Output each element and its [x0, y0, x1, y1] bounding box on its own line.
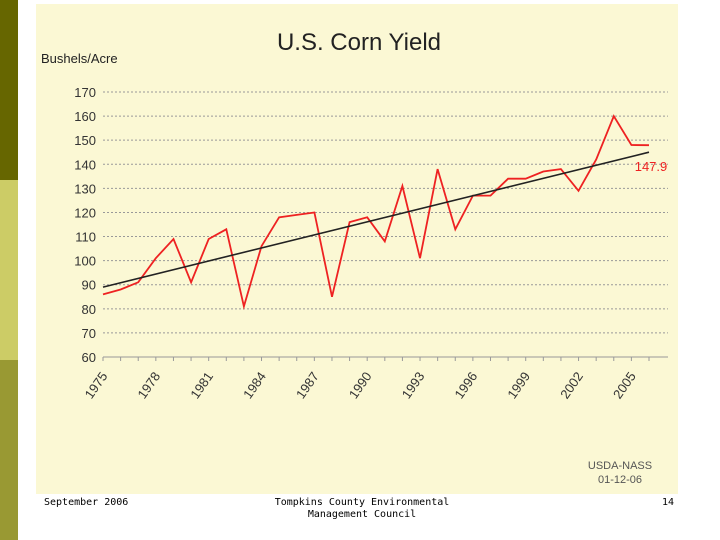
y-tick-label: 170	[74, 85, 96, 100]
y-axis-label: Bushels/Acre	[41, 51, 118, 66]
x-tick-label: 2002	[557, 369, 586, 401]
chart: U.S. Corn Yield Bushels/Acre 60 70 80 90 100…	[41, 29, 668, 486]
y-tick-label: 130	[74, 181, 96, 196]
chart-panel: U.S. Corn Yield Bushels/Acre 60 70 80 90 100…	[36, 4, 678, 494]
y-tick-label: 60	[82, 350, 96, 365]
left-accent-bar-middle	[0, 180, 18, 360]
x-tick-label: 1975	[82, 369, 111, 401]
footer-org-line1: Tompkins County Environmental	[274, 497, 450, 508]
yield-series-line	[102, 114, 650, 310]
footer-org-line2: Management Council	[307, 509, 417, 520]
footer-organization: Tompkins County Environmental Management…	[262, 497, 462, 521]
y-tick-label: 80	[82, 302, 96, 317]
x-tick-label: 2005	[610, 369, 639, 401]
y-tick-label: 70	[82, 326, 96, 341]
y-tick-label: 100	[74, 254, 96, 269]
x-tick-label: 1984	[240, 369, 269, 401]
y-tick-label: 110	[75, 230, 96, 245]
source-date: 01-12-06	[598, 474, 642, 486]
y-tick-label: 120	[74, 205, 96, 220]
trend-line	[102, 151, 650, 288]
footer-date: September 2006	[44, 497, 129, 508]
x-tick-label: 1981	[187, 369, 216, 401]
left-accent-bar-top	[0, 0, 18, 180]
source-label: USDA-NASS	[588, 460, 652, 472]
x-tick-label: 1993	[399, 369, 428, 401]
y-tick-label: 140	[74, 157, 96, 172]
x-tick-label: 1978	[134, 369, 163, 401]
x-tick-label: 1999	[504, 369, 533, 401]
y-tick-label: 150	[74, 133, 96, 148]
footer-page-number: 14	[662, 497, 675, 508]
x-tick-label: 1987	[293, 369, 322, 401]
y-tick-label: 90	[82, 278, 96, 293]
x-tick-label: 1990	[346, 369, 375, 401]
left-accent-bar-bottom	[0, 360, 18, 540]
chart-title: U.S. Corn Yield	[277, 29, 441, 56]
x-tick-label: 1996	[451, 369, 480, 401]
data-label: 147.9	[635, 159, 668, 174]
y-tick-label: 160	[74, 109, 96, 124]
